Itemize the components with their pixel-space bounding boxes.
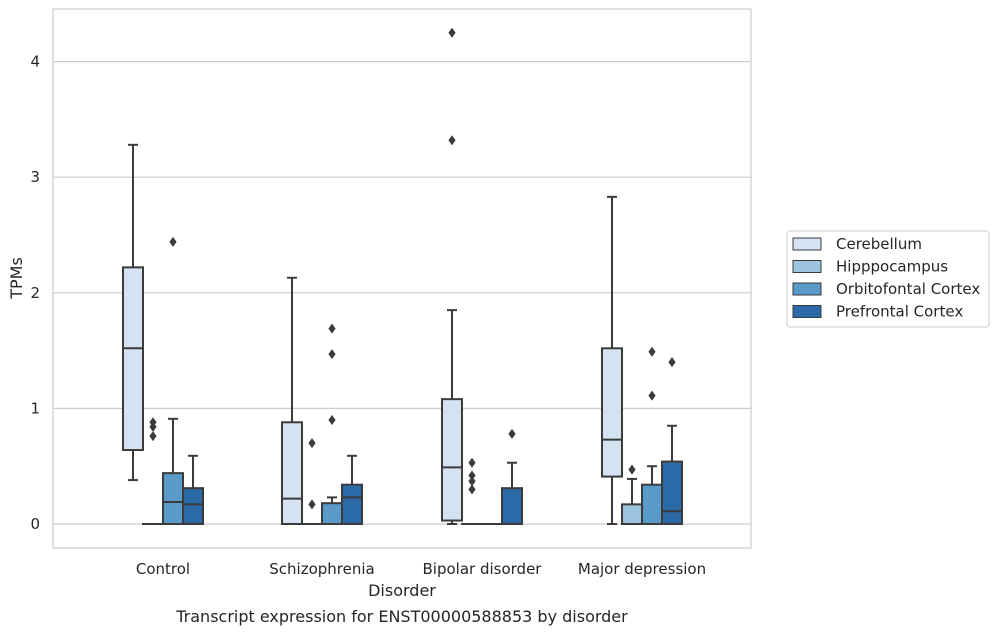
legend-frame [786,230,990,328]
outlier-point [448,27,456,38]
box-iqr [321,502,343,525]
box-prefrontal-cortex [341,454,363,526]
box-prefrontal-cortex [182,454,204,525]
gridlines [53,60,751,525]
box-prefrontal-cortex [501,428,523,525]
box-iqr [162,472,184,525]
outlier-point [628,464,636,475]
x-tick-label: Control [136,560,190,578]
y-axis-label: TPMs [7,257,26,300]
legend-swatch [792,305,822,318]
box-cerebellum [441,27,463,525]
box-hipppocampus [461,457,483,526]
outlier-point [328,414,336,425]
box-hipppocampus [301,438,323,526]
outlier-point [328,349,336,360]
y-tick-label: 0 [30,515,40,533]
box-hipppocampus [621,464,643,525]
figure-caption: Transcript expression for ENST0000058885… [175,607,628,626]
outlier-point [668,357,676,368]
outlier-point [468,476,476,487]
box-iqr [501,487,523,525]
box-prefrontal-cortex [661,357,683,525]
y-axis-ticks: 0 1 2 3 4 [30,53,40,533]
outlier-point [648,390,656,401]
outlier-point [328,323,336,334]
x-tick-label: Bipolar disorder [423,560,543,578]
box-iqr [182,487,204,525]
box-iqr [441,398,463,522]
box-cerebellum [122,143,144,482]
outlier-point [149,417,157,428]
outlier-point [448,135,456,146]
x-axis-ticks: Control Schizophrenia Bipolar disorder Majo… [136,560,706,578]
box-hipppocampus [142,417,164,526]
y-tick-label: 3 [30,168,40,186]
y-tick-label: 4 [30,53,40,71]
box-iqr [641,483,663,526]
box-cerebellum [601,195,623,525]
box-cerebellum [281,276,303,525]
legend-swatch [792,237,822,251]
legend-swatch [792,282,822,296]
x-axis-label: Disorder [368,581,436,600]
outlier-point [508,428,516,439]
legend-label: Prefrontal Cortex [836,303,963,321]
box-orbitofontal-cortex [321,323,343,525]
outlier-point [468,470,476,481]
boxes [122,27,683,526]
outlier-point [468,457,476,468]
box-orbitofontal-cortex [641,346,663,526]
outlier-point [468,484,476,495]
box-iqr [122,266,144,452]
legend-label: Hipppocampus [836,258,948,276]
legend-label: Cerebellum [836,235,922,253]
x-tick-label: Major depression [578,560,706,578]
legend: Cerebellum Hipppocampus Orbitofontal Corte… [786,230,990,328]
box-orbitofontal-cortex [162,236,184,525]
outlier-point [308,438,316,449]
x-tick-label: Schizophrenia [269,560,374,578]
y-tick-label: 2 [30,284,40,302]
legend-swatch [792,260,822,273]
outlier-point [149,431,157,442]
outlier-point [308,499,316,510]
box-iqr [661,460,683,525]
legend-items: Cerebellum Hipppocampus Orbitofontal Corte… [792,235,980,321]
outlier-point [169,236,177,247]
box-iqr [601,347,623,478]
box-iqr [621,503,643,525]
y-tick-label: 1 [30,399,40,417]
plot-frame [52,8,752,549]
box-iqr [341,483,363,526]
box-iqr [281,421,303,525]
outlier-point [648,346,656,357]
legend-label: Orbitofontal Cortex [836,280,980,298]
